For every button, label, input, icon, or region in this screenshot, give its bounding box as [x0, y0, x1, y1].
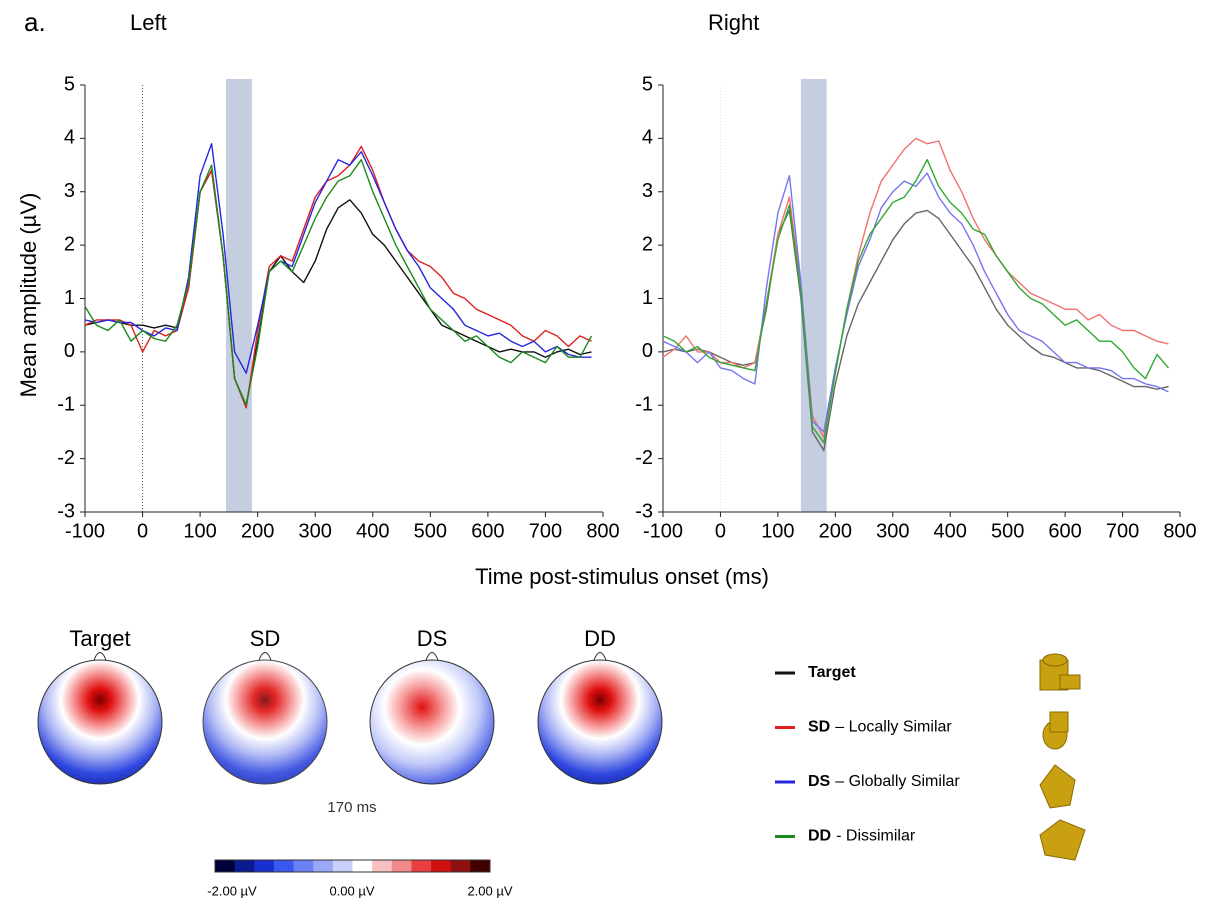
chart-title: Left — [130, 10, 167, 35]
topomap-title: SD — [250, 626, 281, 651]
series-line — [84, 169, 592, 406]
colorbar-label: 2.00 µV — [467, 883, 512, 898]
colorbar-segment — [352, 860, 373, 872]
legend-name: DS — [808, 773, 831, 790]
series-line — [84, 159, 593, 406]
legend-label: SD – Locally Similar — [808, 719, 952, 736]
y-tick-label: 3 — [64, 180, 75, 202]
series-line — [662, 209, 1169, 452]
x-tick-label: 400 — [934, 520, 967, 542]
y-tick-label: -1 — [635, 394, 653, 416]
x-tick-label: 0 — [715, 520, 726, 542]
x-tick-label: 800 — [586, 520, 619, 542]
legend-label: Target — [808, 664, 856, 681]
x-tick-label: 600 — [1048, 520, 1081, 542]
x-tick-label: 100 — [761, 520, 794, 542]
colorbar-segment — [391, 860, 412, 872]
topomap-time: 170 ms — [327, 799, 376, 816]
colorbar-label: -2.00 µV — [207, 883, 257, 898]
x-tick-label: 200 — [241, 520, 274, 542]
y-tick-label: 2 — [642, 233, 653, 255]
colorbar-frame — [214, 859, 491, 873]
legend-description: – Globally Similar — [835, 773, 960, 790]
x-tick-label: 300 — [299, 520, 332, 542]
y-tick-label: 2 — [64, 233, 75, 255]
stimulus-shapes — [1039, 653, 1086, 861]
colorbar-label: 0.00 µV — [329, 883, 374, 898]
x-tick-label: 0 — [137, 520, 148, 542]
colorbar-segment — [273, 860, 295, 872]
y-tick-label: -3 — [635, 500, 653, 522]
y-tick-label: -1 — [57, 394, 75, 416]
y-tick-label: 0 — [642, 340, 653, 362]
y-tick-label: 5 — [64, 73, 75, 95]
legend-name: DD — [808, 828, 831, 845]
x-tick-label: 700 — [1106, 520, 1139, 542]
x-tick-label: 200 — [819, 520, 852, 542]
y-axis-label: Mean amplitude (µV) — [16, 193, 41, 398]
x-tick-label: 500 — [991, 520, 1024, 542]
topomap-title: DS — [417, 626, 448, 651]
x-tick-label: 800 — [1163, 520, 1196, 542]
legend-label: DS – Globally Similar — [808, 773, 960, 790]
y-tick-label: 4 — [642, 127, 653, 149]
y-tick-label: -3 — [57, 500, 75, 522]
colorbar-segment — [254, 860, 275, 872]
colorbar — [214, 859, 491, 873]
shaded-interval — [226, 79, 252, 512]
colorbar-segment — [234, 860, 255, 872]
y-tick-label: -2 — [57, 447, 75, 469]
y-tick-label: 4 — [64, 127, 75, 149]
x-tick-label: 700 — [529, 520, 562, 542]
colorbar-segment — [293, 860, 314, 872]
colorbar-segment — [411, 860, 432, 872]
x-tick-label: 300 — [876, 520, 909, 542]
x-tick-label: -100 — [65, 520, 105, 542]
x-tick-label: 400 — [356, 520, 389, 542]
x-tick-label: 500 — [414, 520, 447, 542]
chart-title: Right — [708, 10, 759, 35]
x-tick-label: 600 — [471, 520, 504, 542]
colorbar-segment — [332, 860, 353, 872]
series-line — [662, 137, 1169, 438]
colorbar-segment — [215, 860, 236, 872]
legend-name: SD — [808, 719, 830, 736]
y-tick-label: 0 — [64, 340, 75, 362]
y-tick-label: -2 — [635, 447, 653, 469]
series-line — [662, 159, 1170, 444]
colorbar-segment — [450, 860, 471, 872]
x-axis-label: Time post-stimulus onset (ms) — [475, 564, 769, 589]
legend-name: Target — [808, 664, 856, 681]
x-tick-label: -100 — [643, 520, 683, 542]
y-tick-label: 1 — [64, 287, 75, 309]
colorbar-segment — [372, 860, 393, 872]
panel-label: a. — [24, 7, 46, 37]
x-tick-label: 100 — [183, 520, 216, 542]
colorbar-segment — [470, 860, 491, 872]
series-line — [84, 143, 592, 374]
y-tick-label: 1 — [642, 287, 653, 309]
y-tick-label: 5 — [642, 73, 653, 95]
topomap-title: DD — [584, 626, 616, 651]
topomap — [37, 652, 663, 785]
legend-label: DD - Dissimilar — [808, 828, 916, 845]
topomap-title: Target — [69, 626, 130, 651]
y-tick-label: 3 — [642, 180, 653, 202]
series-line — [84, 145, 592, 409]
colorbar-segment — [431, 860, 452, 872]
series-line — [662, 172, 1169, 433]
colorbar-segment — [313, 860, 334, 872]
shaded-interval — [800, 79, 827, 512]
legend-description: – Locally Similar — [835, 719, 952, 736]
legend-description: - Dissimilar — [836, 828, 916, 845]
